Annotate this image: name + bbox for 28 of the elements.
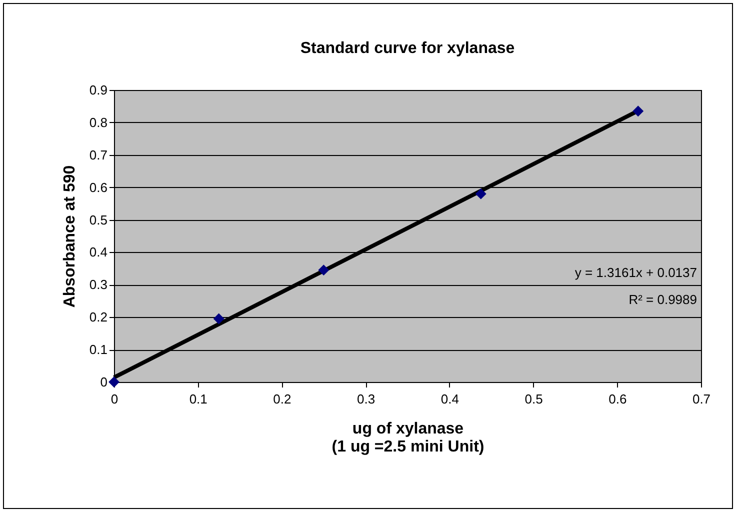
y-tick-label: 0.3 — [89, 277, 108, 292]
x-tick-label: 0.1 — [189, 392, 208, 406]
point — [318, 264, 330, 276]
y-tick-label: 0.4 — [89, 244, 108, 260]
y-tick-label: 0.1 — [89, 342, 108, 358]
y-tick-label: 0.7 — [89, 147, 108, 162]
x-tick-label: 0.6 — [608, 392, 627, 406]
x-axis-title: ug of xylanase (1 ug =2.5 mini Unit) — [332, 420, 484, 456]
annotation: y = 1.3161x + 0.0137 — [574, 265, 697, 280]
x-tick-label: 0.2 — [273, 392, 292, 406]
y-tick-label: 0.2 — [89, 310, 108, 325]
point — [213, 313, 224, 324]
x-tick-label: 0 — [110, 392, 118, 406]
y-tick-label: 0.6 — [89, 180, 108, 195]
x-tick-label: 0.7 — [692, 392, 711, 406]
chart-title: Standard curve for xylanase — [300, 40, 515, 57]
annotation: R² = 0.9989 — [628, 292, 697, 307]
y-tick-label: 0.5 — [89, 212, 108, 228]
point — [632, 106, 644, 117]
y-tick-label: 0.9 — [89, 82, 108, 98]
y-tick-label: 0 — [100, 374, 108, 390]
point — [475, 188, 486, 200]
y-axis-title: Absorbance at 590 — [61, 165, 78, 308]
y-tick-label: 0.8 — [89, 114, 108, 130]
x-tick-label: 0.3 — [357, 392, 376, 406]
x-tick-label: 0.4 — [440, 392, 459, 406]
x-tick-label: 0.5 — [524, 392, 543, 406]
point — [108, 376, 120, 388]
